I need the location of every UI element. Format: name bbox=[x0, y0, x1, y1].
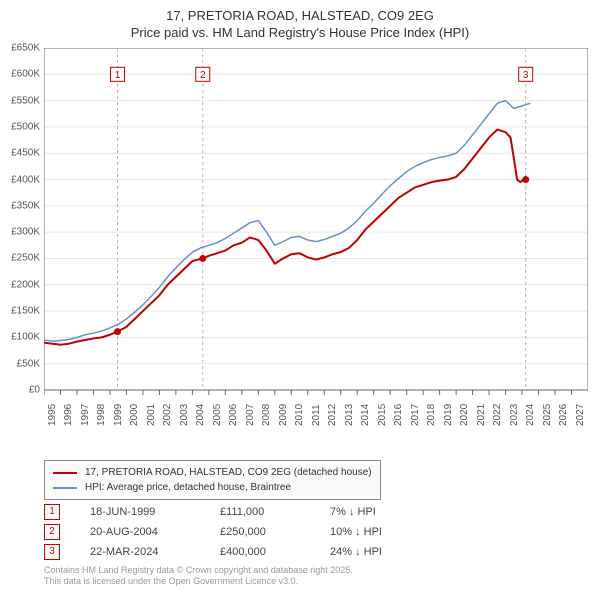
y-tick-label: £100K bbox=[11, 332, 40, 343]
x-tick-label: 2007 bbox=[245, 404, 256, 426]
svg-text:2: 2 bbox=[200, 70, 206, 81]
y-tick-label: £300K bbox=[11, 227, 40, 238]
footer-line1: Contains HM Land Registry data © Crown c… bbox=[44, 565, 353, 576]
x-tick-label: 2012 bbox=[327, 404, 338, 426]
x-tick-label: 2003 bbox=[179, 404, 190, 426]
x-tick-label: 2013 bbox=[344, 404, 355, 426]
x-tick-label: 2026 bbox=[558, 404, 569, 426]
x-tick-label: 2023 bbox=[509, 404, 520, 426]
x-tick-label: 1996 bbox=[63, 404, 74, 426]
sale-marker-box: 2 bbox=[44, 524, 60, 540]
sale-delta: 10% ↓ HPI bbox=[330, 526, 460, 538]
title-secondary: Price paid vs. HM Land Registry's House … bbox=[0, 25, 600, 42]
svg-text:3: 3 bbox=[523, 70, 529, 81]
sale-date: 20-AUG-2004 bbox=[90, 526, 220, 538]
sale-marker-box: 3 bbox=[44, 544, 60, 560]
sale-delta: 24% ↓ HPI bbox=[330, 546, 460, 558]
legend-row: HPI: Average price, detached house, Brai… bbox=[53, 480, 372, 495]
y-tick-label: £200K bbox=[11, 279, 40, 290]
x-tick-label: 1995 bbox=[47, 404, 58, 426]
chart-area: 1 2 3 bbox=[44, 48, 588, 418]
footer: Contains HM Land Registry data © Crown c… bbox=[44, 565, 353, 587]
legend-label: HPI: Average price, detached house, Brai… bbox=[85, 480, 291, 495]
x-tick-label: 2027 bbox=[575, 404, 586, 426]
x-tick-label: 2010 bbox=[294, 404, 305, 426]
sale-price: £400,000 bbox=[220, 546, 330, 558]
x-tick-label: 1997 bbox=[80, 404, 91, 426]
y-tick-label: £50K bbox=[17, 358, 40, 369]
y-tick-label: £650K bbox=[11, 43, 40, 54]
legend-row: 17, PRETORIA ROAD, HALSTEAD, CO9 2EG (de… bbox=[53, 465, 372, 480]
x-tick-label: 2000 bbox=[129, 404, 140, 426]
sales-row: 3 22-MAR-2024£400,00024% ↓ HPI bbox=[44, 542, 460, 562]
sales-row: 2 20-AUG-2004£250,00010% ↓ HPI bbox=[44, 522, 460, 542]
sales-table: 1 18-JUN-1999£111,0007% ↓ HPI 2 20-AUG-2004… bbox=[44, 502, 460, 562]
x-tick-label: 2004 bbox=[195, 404, 206, 426]
y-tick-label: £250K bbox=[11, 253, 40, 264]
legend-label: 17, PRETORIA ROAD, HALSTEAD, CO9 2EG (de… bbox=[85, 465, 372, 480]
x-tick-label: 2001 bbox=[146, 404, 157, 426]
sales-row: 1 18-JUN-1999£111,0007% ↓ HPI bbox=[44, 502, 460, 522]
x-tick-label: 2002 bbox=[162, 404, 173, 426]
sale-price: £111,000 bbox=[220, 506, 330, 518]
x-tick-label: 1998 bbox=[96, 404, 107, 426]
x-tick-label: 2019 bbox=[443, 404, 454, 426]
y-tick-label: £0 bbox=[29, 385, 40, 396]
chart-svg: 1 2 3 bbox=[44, 48, 588, 418]
x-tick-label: 2015 bbox=[377, 404, 388, 426]
y-tick-label: £350K bbox=[11, 200, 40, 211]
x-tick-label: 2024 bbox=[525, 404, 536, 426]
x-tick-label: 2009 bbox=[278, 404, 289, 426]
x-tick-label: 1999 bbox=[113, 404, 124, 426]
title-primary: 17, PRETORIA ROAD, HALSTEAD, CO9 2EG bbox=[0, 8, 600, 25]
sale-date: 18-JUN-1999 bbox=[90, 506, 220, 518]
legend-swatch bbox=[53, 487, 77, 489]
sale-date: 22-MAR-2024 bbox=[90, 546, 220, 558]
x-tick-label: 2017 bbox=[410, 404, 421, 426]
x-tick-label: 2021 bbox=[476, 404, 487, 426]
svg-text:1: 1 bbox=[115, 70, 121, 81]
x-tick-label: 2022 bbox=[492, 404, 503, 426]
y-tick-label: £450K bbox=[11, 148, 40, 159]
title-block: 17, PRETORIA ROAD, HALSTEAD, CO9 2EG Pri… bbox=[0, 0, 600, 42]
x-tick-label: 2006 bbox=[228, 404, 239, 426]
sale-marker-box: 1 bbox=[44, 504, 60, 520]
y-tick-label: £550K bbox=[11, 95, 40, 106]
x-tick-label: 2016 bbox=[393, 404, 404, 426]
chart-container: 17, PRETORIA ROAD, HALSTEAD, CO9 2EG Pri… bbox=[0, 0, 600, 590]
y-tick-label: £400K bbox=[11, 174, 40, 185]
sale-price: £250,000 bbox=[220, 526, 330, 538]
x-tick-label: 2018 bbox=[426, 404, 437, 426]
x-tick-label: 2025 bbox=[542, 404, 553, 426]
x-tick-label: 2020 bbox=[459, 404, 470, 426]
footer-line2: This data is licensed under the Open Gov… bbox=[44, 576, 353, 587]
legend-swatch bbox=[53, 472, 77, 474]
legend: 17, PRETORIA ROAD, HALSTEAD, CO9 2EG (de… bbox=[44, 460, 381, 500]
x-tick-label: 2014 bbox=[360, 404, 371, 426]
y-tick-label: £500K bbox=[11, 121, 40, 132]
y-tick-label: £600K bbox=[11, 69, 40, 80]
x-tick-label: 2005 bbox=[212, 404, 223, 426]
sale-delta: 7% ↓ HPI bbox=[330, 506, 460, 518]
x-tick-label: 2011 bbox=[311, 404, 322, 426]
x-tick-label: 2008 bbox=[261, 404, 272, 426]
y-tick-label: £150K bbox=[11, 306, 40, 317]
